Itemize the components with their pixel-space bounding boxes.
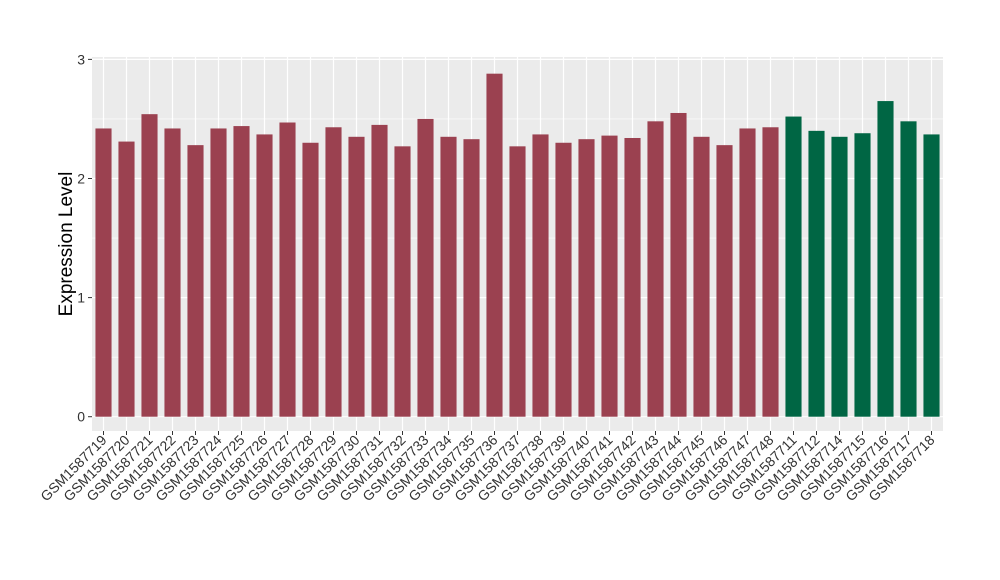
bar	[486, 73, 503, 417]
bar	[440, 136, 457, 417]
bar	[601, 135, 618, 417]
bar	[371, 124, 388, 417]
y-tick-label: 2	[77, 170, 85, 186]
bar	[210, 128, 227, 417]
bar	[509, 146, 526, 417]
bar	[785, 116, 802, 417]
y-axis: 0 1 2 3	[77, 51, 92, 425]
bar	[118, 141, 135, 417]
bar	[900, 121, 917, 417]
y-tick-label: 1	[77, 290, 85, 306]
bar	[233, 126, 250, 417]
bar	[716, 145, 733, 417]
bar	[555, 142, 572, 417]
bar	[348, 136, 365, 417]
bar	[670, 112, 687, 417]
bar	[877, 101, 894, 417]
x-axis: GSM1587719GSM1587720GSM1587721GSM1587722…	[37, 431, 938, 504]
bar	[417, 118, 434, 417]
bar	[394, 146, 411, 417]
bars	[95, 73, 940, 417]
bar	[739, 128, 756, 417]
bar	[647, 121, 664, 417]
bar	[762, 127, 779, 417]
bar	[279, 122, 296, 417]
bar	[578, 139, 595, 417]
bar	[532, 134, 549, 417]
bar	[95, 128, 112, 417]
bar	[463, 139, 480, 417]
y-axis-title: Expression Level	[56, 172, 77, 317]
bar	[164, 128, 181, 417]
bar	[624, 137, 641, 417]
bar	[923, 134, 940, 417]
bar	[808, 130, 825, 417]
y-tick-label: 3	[77, 51, 85, 67]
bar	[187, 145, 204, 417]
y-tick-label: 0	[77, 409, 85, 425]
bar	[831, 136, 848, 417]
bar	[325, 127, 342, 417]
bar	[693, 136, 710, 417]
bar	[854, 133, 871, 417]
bar	[141, 114, 158, 417]
bar	[302, 142, 319, 417]
bar	[256, 134, 273, 417]
